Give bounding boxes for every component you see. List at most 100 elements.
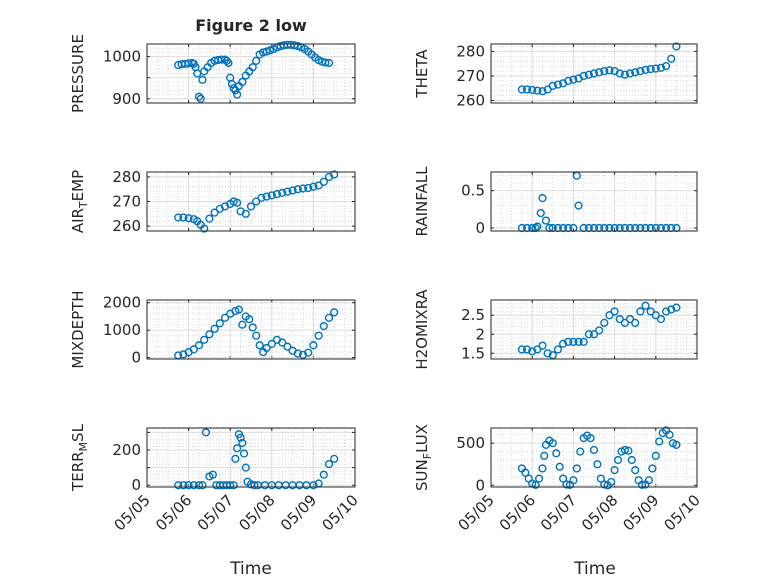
figure-title: Figure 2 low: [195, 16, 307, 35]
data-point: [236, 433, 245, 442]
data-point: [239, 449, 249, 458]
x-tick-label: 05/06: [496, 491, 539, 534]
data-point: [610, 466, 619, 475]
data-point: [229, 481, 238, 490]
data-point: [324, 313, 334, 322]
x-tick-label: 05/09: [277, 491, 320, 534]
data-point: [584, 70, 593, 79]
data-point: [241, 463, 250, 472]
x-tick-label: 05/07: [194, 491, 237, 534]
data-point: [620, 70, 630, 79]
data-point: [572, 464, 581, 473]
x-tick-label: 05/10: [661, 491, 704, 534]
y-tick-label: 280: [456, 42, 485, 60]
data-point: [538, 341, 547, 350]
data-point: [198, 75, 207, 84]
data-point: [648, 464, 657, 473]
x-axis-label-right: Time: [573, 559, 616, 579]
data-point: [641, 65, 650, 74]
y-tick-label: 0: [131, 349, 141, 367]
data-point: [283, 342, 292, 351]
data-point: [229, 84, 238, 93]
data-point: [196, 94, 205, 103]
data-point: [255, 341, 264, 350]
data-point: [330, 308, 339, 317]
data-point: [293, 349, 302, 358]
data-point: [610, 307, 619, 316]
data-point: [248, 323, 257, 332]
subplot-3: 260 270 280 AIRTEMP: [69, 168, 356, 235]
axes-frame: [146, 171, 356, 232]
data-point: [319, 321, 328, 331]
data-point: [541, 216, 551, 225]
y-axis-label: H2OMIXRA: [413, 289, 431, 370]
data-point: [200, 224, 209, 233]
data-point: [661, 62, 671, 71]
data-point: [227, 79, 237, 89]
data-point: [272, 190, 282, 199]
data-point: [288, 186, 297, 195]
data-point: [319, 470, 328, 479]
data-point: [528, 85, 537, 95]
data-point: [534, 474, 544, 483]
data-point: [646, 64, 655, 74]
y-tick-label: 1000: [103, 48, 141, 66]
data-point: [220, 313, 230, 322]
y-tick-label: 900: [112, 90, 141, 108]
data-point: [184, 59, 193, 68]
data-point: [309, 182, 318, 191]
data-point: [200, 335, 209, 344]
data-point: [646, 307, 655, 316]
data-point: [174, 481, 183, 490]
data-point: [665, 430, 674, 439]
data-point: [314, 331, 323, 340]
data-point: [596, 474, 605, 483]
data-point: [562, 480, 571, 489]
data-point: [522, 85, 532, 94]
data-point: [210, 324, 219, 333]
data-point: [234, 305, 243, 314]
y-tick-label: 280: [112, 168, 141, 186]
data-point: [314, 181, 323, 190]
y-tick-label: 0: [475, 219, 485, 237]
data-point: [528, 347, 537, 356]
data-point: [517, 345, 527, 354]
subplot-2: 260 270 280 THETA: [413, 42, 698, 110]
data-point: [553, 345, 563, 354]
subplot-4: 0 0.5 RAINFALL: [413, 166, 698, 237]
data-point: [321, 58, 330, 67]
data-point: [252, 197, 261, 206]
data-point: [205, 330, 214, 339]
data-point: [615, 314, 624, 324]
data-point: [262, 192, 271, 201]
y-axis-label: MIXDEPTH: [69, 290, 87, 368]
y-axis-label: RAINFALL: [413, 166, 431, 237]
data-point: [631, 68, 640, 77]
data-point: [304, 348, 313, 357]
data-point: [298, 184, 308, 193]
data-point: [290, 41, 299, 50]
y-tick-label: 2: [475, 325, 485, 343]
y-tick-label: 270: [456, 67, 485, 85]
data-point: [531, 480, 540, 489]
data-point: [605, 66, 614, 75]
data-point: [579, 71, 588, 81]
subplot-1: 900 1000 PRESSURE: [69, 34, 356, 113]
y-axis-label: SUNFLUX: [413, 424, 434, 491]
data-point: [215, 319, 224, 328]
data-point: [600, 318, 609, 327]
data-point: [627, 455, 636, 465]
data-point: [246, 202, 256, 211]
data-point: [208, 470, 217, 479]
data-point: [330, 454, 339, 463]
data-point: [589, 445, 599, 455]
data-point: [625, 69, 635, 78]
y-tick-label: 1000: [103, 321, 141, 339]
data-point: [179, 213, 188, 222]
data-point: [631, 466, 640, 475]
data-point: [324, 460, 334, 469]
data-point: [558, 474, 568, 483]
data-point: [189, 345, 198, 354]
data-point: [319, 177, 328, 186]
data-point: [579, 337, 588, 346]
